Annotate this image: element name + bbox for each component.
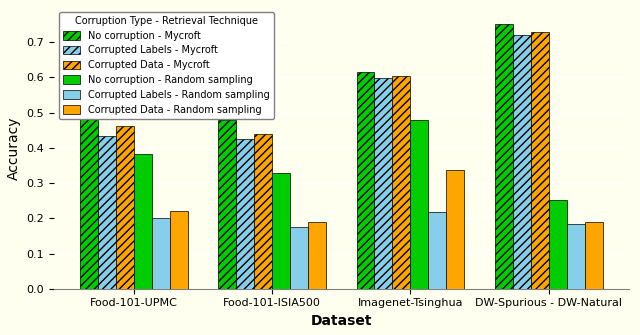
Bar (254, 134, 272, 289)
Bar (392, 76, 410, 289)
Bar (410, 120, 428, 289)
Legend: No corruption - Mycroft, Corrupted Labels - Mycroft, Corrupted Data - Mycroft, N: No corruption - Mycroft, Corrupted Label… (59, 12, 274, 119)
Bar (495, 24, 513, 289)
Bar (218, 120, 236, 289)
Bar (513, 35, 531, 289)
Bar (272, 173, 290, 289)
Bar (531, 32, 548, 289)
Bar (428, 212, 446, 289)
Bar (116, 126, 134, 289)
Bar (548, 200, 566, 289)
Bar (356, 72, 374, 289)
Bar (308, 222, 326, 289)
Bar (584, 222, 602, 289)
Bar (98, 136, 116, 289)
Bar (170, 211, 188, 289)
Bar (374, 78, 392, 289)
Bar (566, 223, 584, 289)
Bar (446, 170, 464, 289)
Bar (134, 154, 152, 289)
X-axis label: Dataset: Dataset (310, 314, 372, 328)
Bar (290, 227, 308, 289)
Y-axis label: Accuracy: Accuracy (7, 116, 21, 180)
Bar (236, 139, 254, 289)
Bar (152, 218, 170, 289)
Bar (80, 114, 98, 289)
